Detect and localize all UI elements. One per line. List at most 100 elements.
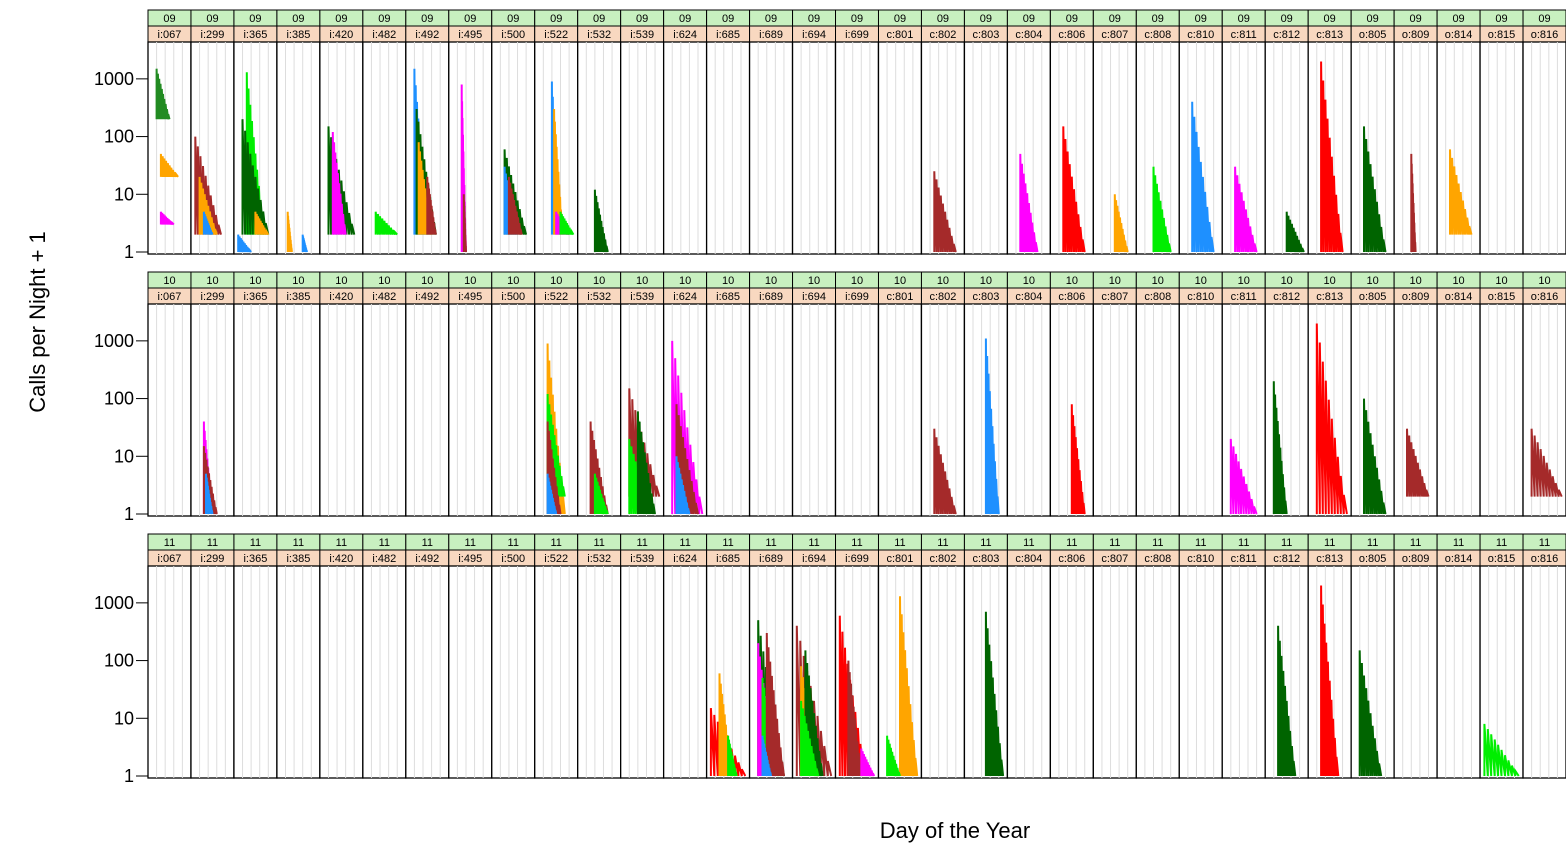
strip-site-label: i:299 bbox=[201, 29, 225, 41]
strip-site-label: i:492 bbox=[415, 553, 439, 565]
strip-year-label: 11 bbox=[508, 537, 519, 549]
strip-year-label: 11 bbox=[465, 537, 476, 549]
strip-site-label: o:805 bbox=[1359, 29, 1387, 41]
strip-year-label: 11 bbox=[636, 537, 647, 549]
series-trace bbox=[860, 748, 876, 777]
strip-year-label: 09 bbox=[722, 13, 734, 25]
panel-plot bbox=[1135, 303, 1180, 517]
panel-plot bbox=[147, 303, 192, 517]
strip-year-label: 11 bbox=[851, 537, 862, 549]
strip-year-label: 10 bbox=[206, 275, 218, 287]
panel-plot bbox=[1436, 565, 1481, 779]
series-trace bbox=[159, 211, 175, 226]
strip-site-label: i:522 bbox=[544, 553, 568, 565]
strip-site-label: i:500 bbox=[501, 291, 525, 303]
strip-site-label: o:814 bbox=[1445, 29, 1473, 41]
strip-year-label: 11 bbox=[1238, 537, 1249, 549]
strip-site-label: i:689 bbox=[759, 553, 783, 565]
series-trace bbox=[1358, 650, 1383, 777]
y-tick-label: 10 bbox=[114, 184, 134, 204]
strip-site-label: i:067 bbox=[158, 553, 182, 565]
series-trace bbox=[1070, 404, 1086, 515]
y-tick-label: 100 bbox=[104, 127, 134, 147]
panel-plot bbox=[1092, 565, 1137, 779]
strip-site-label: i:365 bbox=[243, 291, 267, 303]
strip-year-label: 11 bbox=[1496, 537, 1507, 549]
strip-site-label: i:385 bbox=[286, 553, 310, 565]
series-trace bbox=[286, 211, 293, 253]
panel-plot bbox=[1221, 565, 1266, 779]
strip-site-label: i:385 bbox=[286, 291, 310, 303]
strip-year-label: 10 bbox=[808, 275, 820, 287]
y-tick-label: 100 bbox=[104, 389, 134, 409]
strip-site-label: i:624 bbox=[673, 553, 697, 565]
strip-site-label: o:815 bbox=[1488, 553, 1516, 565]
series-trace bbox=[1113, 194, 1129, 253]
series-trace bbox=[1363, 398, 1387, 515]
strip-site-label: o:814 bbox=[1445, 291, 1473, 303]
y-tick-label: 1000 bbox=[94, 69, 134, 89]
strip-site-label: o:815 bbox=[1488, 291, 1516, 303]
panel-plot bbox=[491, 565, 536, 779]
strip-year-label: 10 bbox=[1281, 275, 1293, 287]
strip-site-label: c:806 bbox=[1058, 553, 1085, 565]
panel-plot bbox=[620, 41, 665, 255]
strip-year-label: 09 bbox=[636, 13, 648, 25]
strip-site-label: i:500 bbox=[501, 553, 525, 565]
y-tick-label: 1000 bbox=[94, 593, 134, 613]
strip-year-label: 09 bbox=[679, 13, 691, 25]
series-trace bbox=[462, 194, 467, 253]
series-trace bbox=[984, 338, 1000, 515]
strip-year-label: 11 bbox=[980, 537, 991, 549]
strip-site-label: i:495 bbox=[458, 29, 482, 41]
strip-year-label: 09 bbox=[593, 13, 605, 25]
strip-year-label: 10 bbox=[1066, 275, 1078, 287]
strip-site-label: c:804 bbox=[1015, 291, 1042, 303]
panel-plot bbox=[662, 565, 708, 779]
y-tick-label: 10 bbox=[114, 446, 134, 466]
series-trace bbox=[1530, 428, 1563, 498]
strip-year-label: 11 bbox=[1410, 537, 1421, 549]
strip-year-label: 10 bbox=[1452, 275, 1464, 287]
panel-plot bbox=[877, 303, 923, 517]
series-trace bbox=[1320, 61, 1344, 253]
strip-site-label: c:803 bbox=[972, 553, 999, 565]
strip-year-label: 11 bbox=[293, 537, 304, 549]
strip-year-label: 10 bbox=[1152, 275, 1164, 287]
panel-plot bbox=[233, 565, 278, 779]
strip-site-label: i:699 bbox=[845, 29, 869, 41]
strip-year-label: 10 bbox=[378, 275, 390, 287]
series-trace bbox=[1229, 438, 1258, 515]
strip-site-label: i:689 bbox=[759, 29, 783, 41]
strip-site-label: i:299 bbox=[201, 291, 225, 303]
strip-site-label: c:804 bbox=[1015, 553, 1042, 565]
panel-plot bbox=[1092, 303, 1137, 517]
strip-year-label: 10 bbox=[1109, 275, 1121, 287]
strip-site-label: i:420 bbox=[329, 291, 353, 303]
strip-site-label: i:522 bbox=[544, 291, 568, 303]
strip-site-label: i:492 bbox=[415, 291, 439, 303]
series-trace bbox=[159, 153, 179, 178]
strip-year-label: 09 bbox=[851, 13, 863, 25]
strip-site-label: i:699 bbox=[845, 553, 869, 565]
strip-year-label: 10 bbox=[550, 275, 562, 287]
x-axis-label: Day of the Year bbox=[880, 818, 1030, 843]
series-trace bbox=[933, 171, 957, 253]
y-axis-label: Calls per Night + 1 bbox=[25, 231, 50, 413]
series-trace bbox=[1483, 723, 1520, 777]
strip-year-label: 11 bbox=[1195, 537, 1206, 549]
panel-plot bbox=[1135, 565, 1180, 779]
series-trace bbox=[1019, 153, 1039, 253]
strip-year-label: 10 bbox=[851, 275, 863, 287]
strip-year-label: 11 bbox=[1281, 537, 1292, 549]
panel-plot bbox=[791, 41, 837, 255]
panel-plot bbox=[577, 565, 622, 779]
strip-site-label: c:806 bbox=[1058, 291, 1085, 303]
panel-plot bbox=[319, 565, 364, 779]
strip-year-label: 11 bbox=[1324, 537, 1335, 549]
strip-site-label: i:482 bbox=[372, 553, 396, 565]
strip-year-label: 11 bbox=[1453, 537, 1464, 549]
strip-year-label: 11 bbox=[1152, 537, 1163, 549]
strip-year-label: 11 bbox=[808, 537, 819, 549]
